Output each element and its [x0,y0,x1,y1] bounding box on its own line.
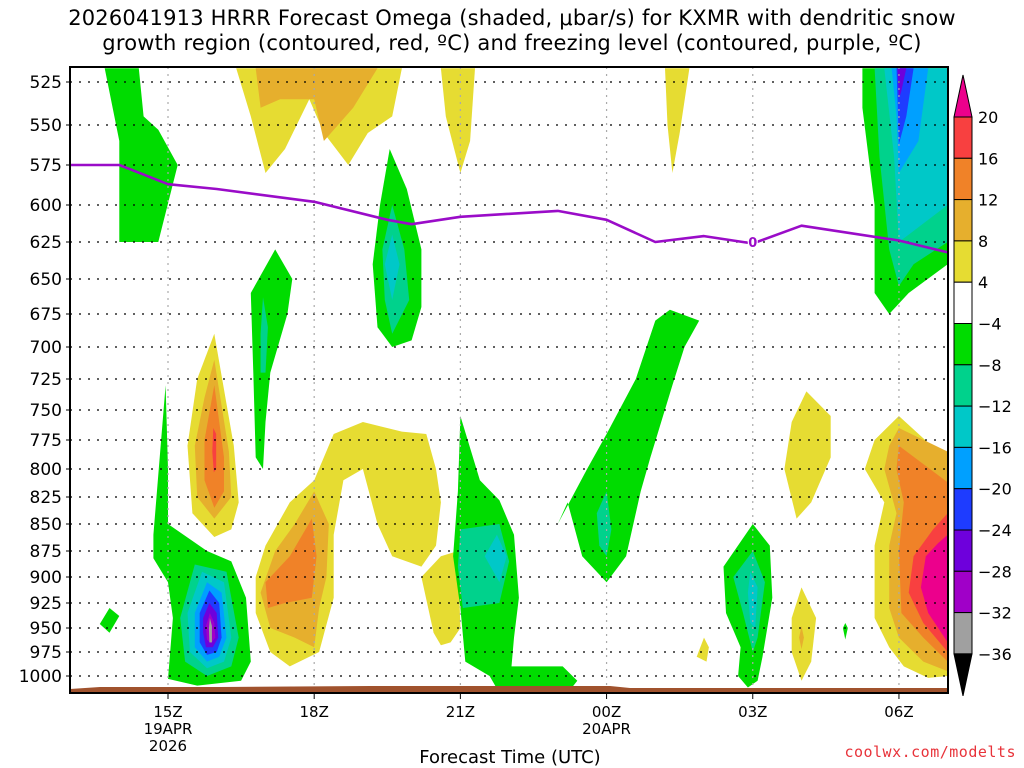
y-tick-label: 525 [30,73,62,93]
omega-region-4_to_8 [440,68,475,173]
colorbar-bin [953,323,973,366]
freezing-level-line [70,163,949,254]
credit-text: coolwx.com/modelts [844,743,1016,761]
y-tick-label: 675 [30,305,62,325]
x-tick-label: 06Z [884,703,913,721]
colorbar-tick-label: −36 [978,645,1012,664]
x-tick-label: 03Z [738,703,767,721]
y-tick-label: 1000 [19,667,62,687]
colorbar-tick-label: 20 [978,108,998,127]
colorbar-max-arrow [953,74,973,118]
terrain-strip [70,686,948,693]
omega-region-_12_to_8 [596,491,612,557]
omega-region-4_to_8 [784,391,831,519]
colorbar-bin [953,529,973,572]
colorbar-tick-label: −12 [978,397,1012,416]
colorbar-min-arrow [953,653,973,697]
y-tick-label: 550 [30,116,62,136]
omega-region-_12_to_8 [260,297,268,373]
x-axis-label: Forecast Time (UTC) [419,747,600,768]
y-tick-label: 925 [30,594,62,614]
colorbar-tick-label: 4 [978,273,988,292]
y-tick-label: 725 [30,370,62,390]
omega-region-_8_to_4 [99,608,120,633]
omega-region-4_to_8 [421,551,461,646]
omega-region-_8_to_4 [104,68,178,242]
omega-region-4_to_8 [665,68,690,173]
x-tick-sublabel: 19APR [144,720,193,738]
y-tick-label: 650 [30,270,62,290]
freezing-level-contour: 0 [70,163,949,254]
colorbar-tick-label: −32 [978,604,1012,623]
omega-region-_8_to_4 [842,623,848,640]
chart-title: 2026041913 HRRR Forecast Omega (shaded, … [0,6,1024,56]
colorbar-bin [953,405,973,448]
colorbar-bin [953,157,973,201]
omega-region-_8_to_4 [557,309,700,583]
colorbar-bin [953,240,973,283]
colorbar-tick-label: 16 [978,149,998,168]
omega-region-_16_to_12 [484,534,507,583]
y-tick-label: 600 [30,196,62,216]
chart-title-line-1: 2026041913 HRRR Forecast Omega (shaded, … [68,6,956,30]
colorbar-legend: 20 16 12 8 4 −4 −8 −12 −16 −20 −24 −28 −32 −36 [953,74,1012,697]
colorbar-tick-label: 12 [978,191,998,210]
y-tick-label: 850 [30,515,62,535]
omega-region-4_to_8 [791,587,817,681]
x-tick-label: 00Z [592,703,621,721]
omega-region-16_to_20 [212,428,217,473]
colorbar-tick-label: −8 [978,356,1002,375]
y-tick-label: 900 [30,568,62,588]
omega-region-_8_to_4 [453,416,578,693]
omega-region-_8_to_4 [250,249,293,469]
x-tick-label: 18Z [300,703,329,721]
omega-region-_36_to_32 [208,618,212,643]
omega-region-_28_to_24 [897,68,907,100]
plot-frame [69,66,949,694]
y-tick-label: 875 [30,542,62,562]
colorbar-bin [953,570,973,614]
colorbar-tick-label: −20 [978,480,1012,499]
omega-shaded-regions [99,68,948,693]
y-tick-label: 625 [30,233,62,253]
y-axis-ticks: 525 550 575 600 625 650 675 700 725 750 775 800 825 8… [19,73,70,687]
chart-title-line-2: growth region (contoured, red, ºC) and f… [102,31,922,55]
y-tick-label: 800 [30,460,62,480]
omega-region-12_to_16 [265,518,317,608]
y-tick-label: 575 [30,156,62,176]
colorbar-tick-label: −4 [978,315,1002,334]
x-tick-sublabel: 20APR [582,720,631,738]
y-tick-label: 750 [30,401,62,421]
colorbar-tick-label: −24 [978,521,1012,540]
omega-region-8_to_12 [799,626,804,650]
colorbar-tick-label: −28 [978,562,1012,581]
x-tick-label: 15Z [153,703,182,721]
omega-region-4_to_8 [696,637,709,662]
x-tick-label: 21Z [446,703,475,721]
omega-region-8_to_12 [255,68,378,141]
colorbar-tick-label: −16 [978,438,1012,457]
omega-region-_20 [920,534,948,643]
colorbar-bin [953,446,973,490]
terrain-ground [70,686,948,693]
freezing-level-label: 0 [748,236,757,251]
colorbar-bin [953,364,973,407]
y-tick-label: 700 [30,338,62,358]
x-tick-sublabel: 2026 [149,737,187,755]
freezing-level-label-bg [747,234,758,250]
colorbar-bin [953,281,973,325]
y-tick-label: 775 [30,431,62,451]
y-tick-label: 950 [30,619,62,639]
y-tick-label: 825 [30,488,62,508]
colorbar-bin [953,488,973,531]
colorbar-tick-label: 8 [978,232,988,251]
y-tick-label: 975 [30,643,62,663]
colorbar-bin [953,199,973,242]
colorbar-bin [953,116,973,159]
colorbar-bin [953,612,973,655]
omega-region-_16_to_12 [384,234,400,300]
